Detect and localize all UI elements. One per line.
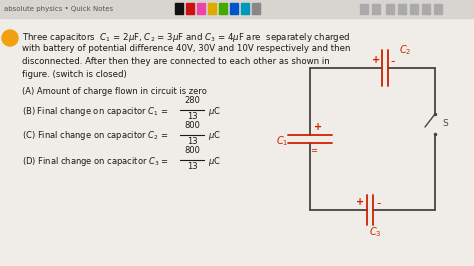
- Bar: [386, 4, 394, 14]
- Text: $\mu$C: $\mu$C: [208, 130, 221, 143]
- Text: 800: 800: [184, 146, 200, 155]
- Text: with battery of potential difference 40V, 30V and 10V respectively and then: with battery of potential difference 40V…: [22, 44, 350, 53]
- Text: +: +: [314, 122, 322, 132]
- Text: S: S: [442, 119, 448, 128]
- Bar: [175, 3, 183, 14]
- Bar: [252, 3, 260, 14]
- Text: -: -: [391, 56, 395, 69]
- Text: (D) Final change on capacitor $C_3$ =: (D) Final change on capacitor $C_3$ =: [22, 155, 169, 168]
- Text: (C) Final change on capacitor $C_2$ =: (C) Final change on capacitor $C_2$ =: [22, 130, 168, 143]
- Text: absolute physics • Quick Notes: absolute physics • Quick Notes: [4, 6, 113, 12]
- Text: 13: 13: [187, 112, 197, 121]
- Text: $C_1$: $C_1$: [276, 134, 288, 148]
- Text: +: +: [372, 55, 380, 65]
- Bar: [197, 3, 205, 14]
- Text: (B) Final change on capacitor $C_1$ =: (B) Final change on capacitor $C_1$ =: [22, 105, 168, 118]
- Bar: [186, 3, 194, 14]
- Text: figure. (switch is closed): figure. (switch is closed): [22, 70, 127, 79]
- Text: (A) Amount of charge flown in circuit is zero: (A) Amount of charge flown in circuit is…: [22, 87, 207, 96]
- Text: $C_3$: $C_3$: [369, 225, 381, 239]
- Text: $\mu$C: $\mu$C: [208, 155, 221, 168]
- Text: -: -: [377, 197, 381, 210]
- Bar: [434, 4, 442, 14]
- Bar: [422, 4, 430, 14]
- Bar: [208, 3, 216, 14]
- Bar: [230, 3, 238, 14]
- Bar: [0, 0, 474, 18]
- Bar: [360, 4, 368, 14]
- Text: disconnected. After then they are connected to each other as shown in: disconnected. After then they are connec…: [22, 57, 330, 66]
- Text: 280: 280: [184, 96, 200, 105]
- Bar: [219, 3, 227, 14]
- Bar: [241, 3, 249, 14]
- Text: =: =: [310, 147, 318, 156]
- Bar: [410, 4, 418, 14]
- Text: Three capacitors  $C_1$ = 2$\mu$F, $C_2$ = 3$\mu$F and $C_3$ = 4$\mu$F are  sepa: Three capacitors $C_1$ = 2$\mu$F, $C_2$ …: [22, 31, 350, 44]
- Text: $\mu$C: $\mu$C: [208, 105, 221, 118]
- Bar: [398, 4, 406, 14]
- Text: $C_2$: $C_2$: [399, 43, 411, 57]
- Bar: [372, 4, 380, 14]
- Text: 13: 13: [187, 137, 197, 146]
- Text: +: +: [356, 197, 364, 207]
- Text: 13: 13: [187, 162, 197, 171]
- Circle shape: [2, 30, 18, 46]
- Text: 800: 800: [184, 121, 200, 130]
